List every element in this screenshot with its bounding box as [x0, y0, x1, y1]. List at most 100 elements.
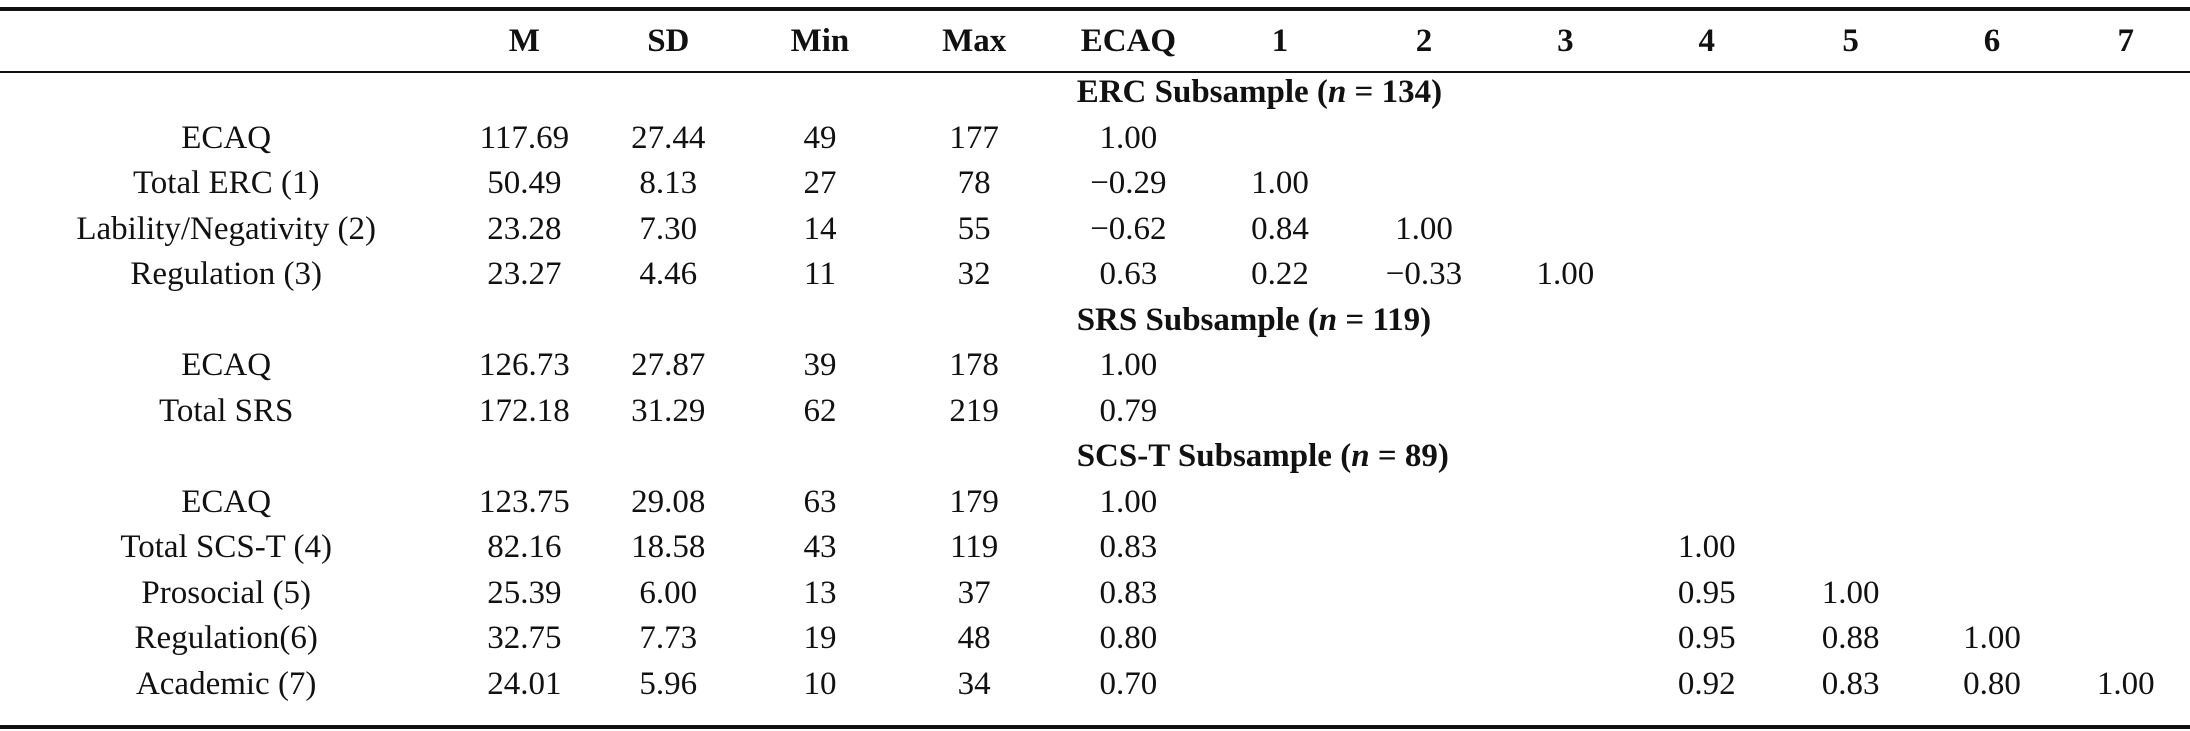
table-cell: [1779, 343, 1923, 389]
row-label: Academic (7): [135, 665, 317, 702]
table-cell: 27.44: [631, 119, 706, 156]
table-cell: [1208, 389, 1352, 435]
table-cell: [2061, 480, 2190, 526]
row-label: Total SRS: [159, 392, 294, 429]
table-cell: [1352, 480, 1496, 526]
table-row: Prosocial (5) 25.39 6.00 13 37 0.83 0.95 1.00: [0, 571, 2190, 617]
table-cell: 178: [949, 347, 999, 384]
table-cell: 14: [803, 210, 837, 247]
table-cell: [2061, 252, 2190, 298]
table-cell: [1779, 207, 1923, 253]
section-spacer-cell: [740, 434, 899, 480]
table-cell: [1635, 252, 1779, 298]
table-row: Regulation (3) 23.27 4.46 11 32 0.63 0.22 −0.33…: [0, 252, 2190, 298]
header-cell-7: 7: [2117, 23, 2134, 59]
row-label: ECAQ: [181, 347, 272, 384]
table-cell: [1496, 525, 1635, 571]
table-cell: 50.49: [487, 165, 562, 202]
table-cell: [1496, 207, 1635, 253]
header-cell-max: Max: [942, 23, 1007, 59]
header-cell-2: 2: [1415, 23, 1433, 59]
header-cell-3: 3: [1557, 23, 1574, 59]
table-cell: [2061, 389, 2190, 435]
table-cell: [1496, 571, 1635, 617]
table-cell: 0.92: [1677, 665, 1736, 702]
table-cell: 55: [957, 210, 991, 247]
row-label: Lability/Negativity (2): [76, 210, 377, 247]
table-cell: 23.27: [487, 256, 562, 293]
table-cell: 126.73: [478, 347, 570, 384]
table-cell: [1923, 161, 2062, 207]
table-cell: [1779, 480, 1923, 526]
header-cell-6: 6: [1983, 23, 2001, 59]
table-cell: 1.00: [1251, 165, 1309, 202]
table-cell: 1.00: [1099, 483, 1158, 520]
table-cell: [1779, 116, 1923, 162]
table-cell: [1635, 161, 1779, 207]
table-cell: [1635, 116, 1779, 162]
table-cell: 1.00: [1099, 347, 1158, 384]
table-cell: [1496, 343, 1635, 389]
table-cell: [1779, 389, 1923, 435]
section-spacer-cell: [596, 434, 740, 480]
header-cell-5: 5: [1842, 23, 1859, 59]
section-title: SRS Subsample (n = 119): [1049, 298, 2190, 344]
table-cell: [2061, 161, 2190, 207]
table-cell: [1208, 662, 1352, 708]
section-title-n: n: [1327, 74, 1347, 111]
table-cell: [1779, 525, 1923, 571]
table-cell: [1635, 480, 1779, 526]
row-label: Regulation (3): [130, 256, 322, 293]
table-cell: [1496, 116, 1635, 162]
table-cell: 119: [950, 529, 999, 566]
table-cell: 19: [803, 620, 837, 657]
table-cell: [1352, 161, 1496, 207]
table-cell: [1923, 571, 2062, 617]
table-cell: 177: [949, 119, 999, 156]
table-cell: 32: [957, 256, 991, 293]
table-cell: 0.79: [1099, 392, 1158, 429]
table-row: Lability/Negativity (2) 23.28 7.30 14 55 −0.6…: [0, 207, 2190, 253]
table-cell: [1635, 207, 1779, 253]
table-cell: [2061, 207, 2190, 253]
section-spacer-cell: [900, 298, 1049, 344]
table-cell: 18.58: [631, 529, 706, 566]
table-cell: 34: [957, 665, 991, 702]
section-spacer-cell: [900, 434, 1049, 480]
table-cell: [1923, 207, 2062, 253]
section-spacer-cell: [452, 298, 596, 344]
table-cell: [1496, 389, 1635, 435]
section-title-n: n: [1318, 301, 1338, 338]
table-cell: [1923, 252, 2062, 298]
table-cell: [2061, 571, 2190, 617]
table-cell: [1923, 525, 2062, 571]
table-cell: [1635, 343, 1779, 389]
table-cell: 0.63: [1099, 256, 1158, 293]
header-cell-min: Min: [790, 23, 850, 59]
table-cell: 1.00: [1677, 529, 1736, 566]
section-title-n: n: [1351, 438, 1370, 475]
table-cell: [1923, 480, 2062, 526]
table-cell: 6.00: [639, 574, 698, 611]
table-cell: 1.00: [1536, 256, 1595, 293]
table-cell: −0.29: [1090, 165, 1167, 202]
table-cell: 25.39: [487, 574, 562, 611]
section-header-row: ERC Subsample (n = 134): [0, 70, 2190, 116]
section-spacer-cell: [0, 434, 452, 480]
table-cell: [1923, 389, 2062, 435]
table-cell: 43: [803, 529, 837, 566]
table-cell: 0.84: [1251, 210, 1309, 247]
table-cell: [1352, 116, 1496, 162]
table-cell: 117.69: [479, 119, 570, 156]
table-row: ECAQ 117.69 27.44 49 177 1.00: [0, 116, 2190, 162]
section-spacer-cell: [740, 298, 899, 344]
table-cell: [1923, 116, 2062, 162]
table-cell: 7.73: [639, 620, 698, 657]
table-cell: 27.87: [631, 347, 706, 384]
table-cell: 1.00: [1099, 119, 1158, 156]
table-cell: 0.95: [1677, 620, 1736, 657]
table-cell: 49: [803, 119, 837, 156]
table-cell: 27: [803, 165, 837, 202]
section-title: SCS-T Subsample (n = 89): [1049, 434, 2190, 480]
table-cell: 37: [957, 574, 991, 611]
